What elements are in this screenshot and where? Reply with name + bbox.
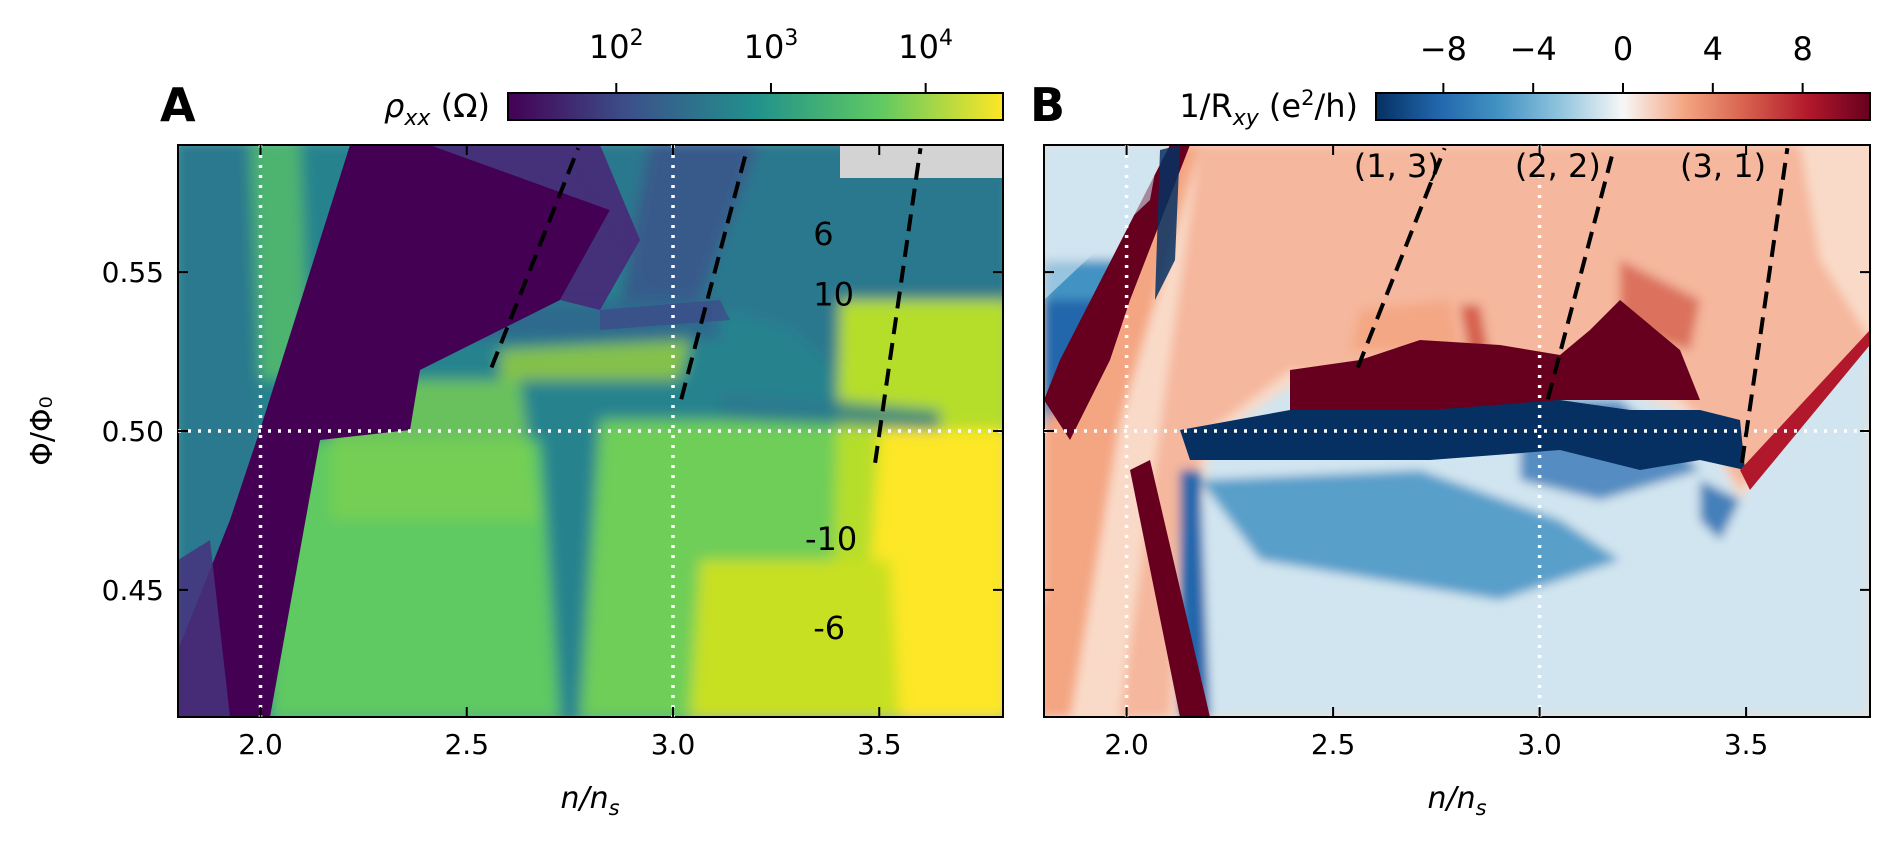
colorbar-a-label: ρxx (Ω)	[384, 87, 490, 131]
panel-b: B 1/Rxy (e2/h) −8 −4 0 4 8	[1030, 30, 1871, 820]
x-tick-label: 2.5	[444, 728, 489, 761]
colorbar-tick-label: 104	[898, 26, 953, 66]
annotations-a: 6 10 -10 -6	[805, 215, 857, 647]
annotation-label: (2, 2)	[1515, 147, 1601, 185]
axes-a: 2.0 2.5 3.0 3.5 0.45 0.50 0.55	[102, 145, 1003, 761]
colorbar-tick-label: −8	[1420, 30, 1467, 68]
colorbar-b-bar	[1375, 92, 1871, 121]
annotations-b: (1, 3) (2, 2) (3, 1)	[1354, 147, 1766, 185]
x-tick-label: 3.5	[857, 728, 902, 761]
reference-lines-b	[1044, 145, 1870, 717]
x-tick-label: 3.0	[651, 728, 696, 761]
dashed-guide-line	[1356, 147, 1447, 369]
annotation-label: (1, 3)	[1354, 147, 1440, 185]
dashed-guide-line	[873, 147, 923, 464]
annotation-label: -10	[805, 520, 857, 558]
x-tick-label: 3.0	[1517, 728, 1562, 761]
x-tick-label: 2.5	[1311, 728, 1356, 761]
colorbar-b-label: 1/Rxy (e2/h)	[1179, 86, 1358, 131]
x-axis-label-b: n/ns	[1427, 781, 1486, 820]
panel-a-label: A	[160, 78, 196, 132]
annotation-label: (3, 1)	[1680, 147, 1766, 185]
annotation-label: 10	[813, 275, 854, 313]
dashed-guide-line	[1739, 147, 1790, 464]
panel-b-label: B	[1030, 78, 1065, 132]
annotation-label: 6	[813, 215, 833, 253]
colorbar-tick-label: −4	[1510, 30, 1557, 68]
x-axis-label-a: n/ns	[560, 781, 619, 820]
y-tick-label: 0.55	[102, 256, 164, 289]
reference-lines-a	[178, 145, 1003, 717]
colorbar-tick-label: 8	[1792, 30, 1812, 68]
y-tick-label: 0.45	[102, 574, 164, 607]
colorbar-b: 1/Rxy (e2/h) −8 −4 0 4 8	[1179, 30, 1871, 131]
colorbar-tick-label: 4	[1703, 30, 1723, 68]
colorbar-a-bar	[507, 92, 1004, 121]
x-tick-label: 3.5	[1724, 728, 1769, 761]
colorbar-tick-label: 103	[744, 26, 799, 66]
colorbar-tick-label: 0	[1613, 30, 1633, 68]
dashed-guide-line	[679, 147, 750, 400]
colorbar-tick-label: 102	[589, 26, 644, 66]
dashed-guide-line	[489, 147, 580, 369]
axes-b: 2.0 2.5 3.0 3.5	[1044, 145, 1870, 761]
dashed-guide-line	[1545, 147, 1616, 400]
x-tick-label: 2.0	[238, 728, 283, 761]
y-tick-label: 0.50	[102, 415, 164, 448]
annotation-label: -6	[813, 609, 845, 647]
dashed-lines-b	[1356, 147, 1790, 464]
x-tick-label: 2.0	[1104, 728, 1149, 761]
y-axis-label: Φ/Φ₀	[25, 396, 60, 465]
dashed-lines-a	[489, 147, 923, 464]
colorbar-a: ρxx (Ω) 102 103 104	[384, 26, 1004, 131]
panel-a: A ρxx (Ω) 102 103 104	[25, 26, 1004, 820]
